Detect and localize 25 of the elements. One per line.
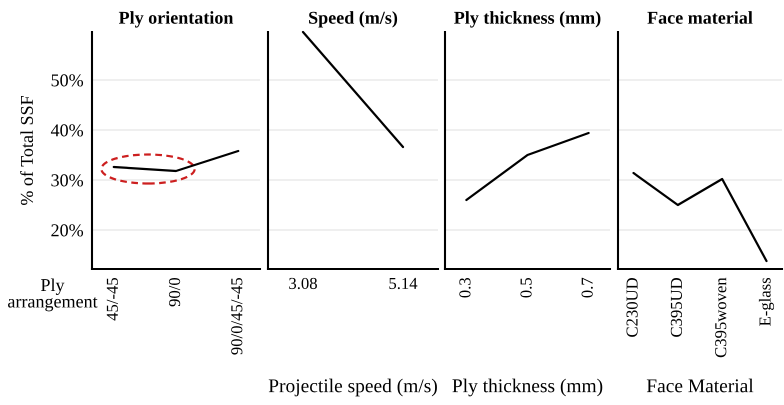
- x-axis-title: Ply thickness (mm): [452, 378, 602, 396]
- x-tick-label: 0.5: [520, 278, 532, 298]
- chart-title: Ply thickness (mm): [454, 11, 600, 28]
- x-tick-label: C395UD: [670, 278, 682, 337]
- x-tick-label: 5.14: [389, 278, 418, 290]
- chart-title: Speed (m/s): [309, 11, 398, 28]
- x-axis-title: Face Material: [646, 378, 754, 392]
- x-axis-title: Projectile speed (m/s): [268, 378, 437, 396]
- y-tick-label: 50%: [52, 74, 84, 86]
- chart-title: Face material: [647, 11, 753, 24]
- x-tick-label: C230UD: [626, 278, 638, 337]
- x-tick-label: 90/0/45/-45: [231, 278, 242, 355]
- x-axis-title: Ply arrangement: [8, 278, 98, 312]
- y-tick-label: 20%: [51, 224, 84, 236]
- x-tick-label: E-glass: [758, 278, 774, 326]
- x-tick-label: 0.3: [459, 278, 471, 298]
- y-tick-label: 40%: [50, 124, 84, 136]
- chart-title: Ply orientation: [118, 11, 234, 28]
- x-tick-label: C395woven: [715, 278, 726, 358]
- y-tick-label: 30%: [51, 174, 84, 186]
- x-tick-label: 0.7: [582, 278, 593, 298]
- x-tick-label: 3.08: [289, 278, 317, 290]
- x-tick-label: 45/-45: [106, 278, 118, 321]
- x-tick-label: 90/0: [168, 278, 180, 306]
- y-axis-title: % of Total SSF: [20, 96, 34, 206]
